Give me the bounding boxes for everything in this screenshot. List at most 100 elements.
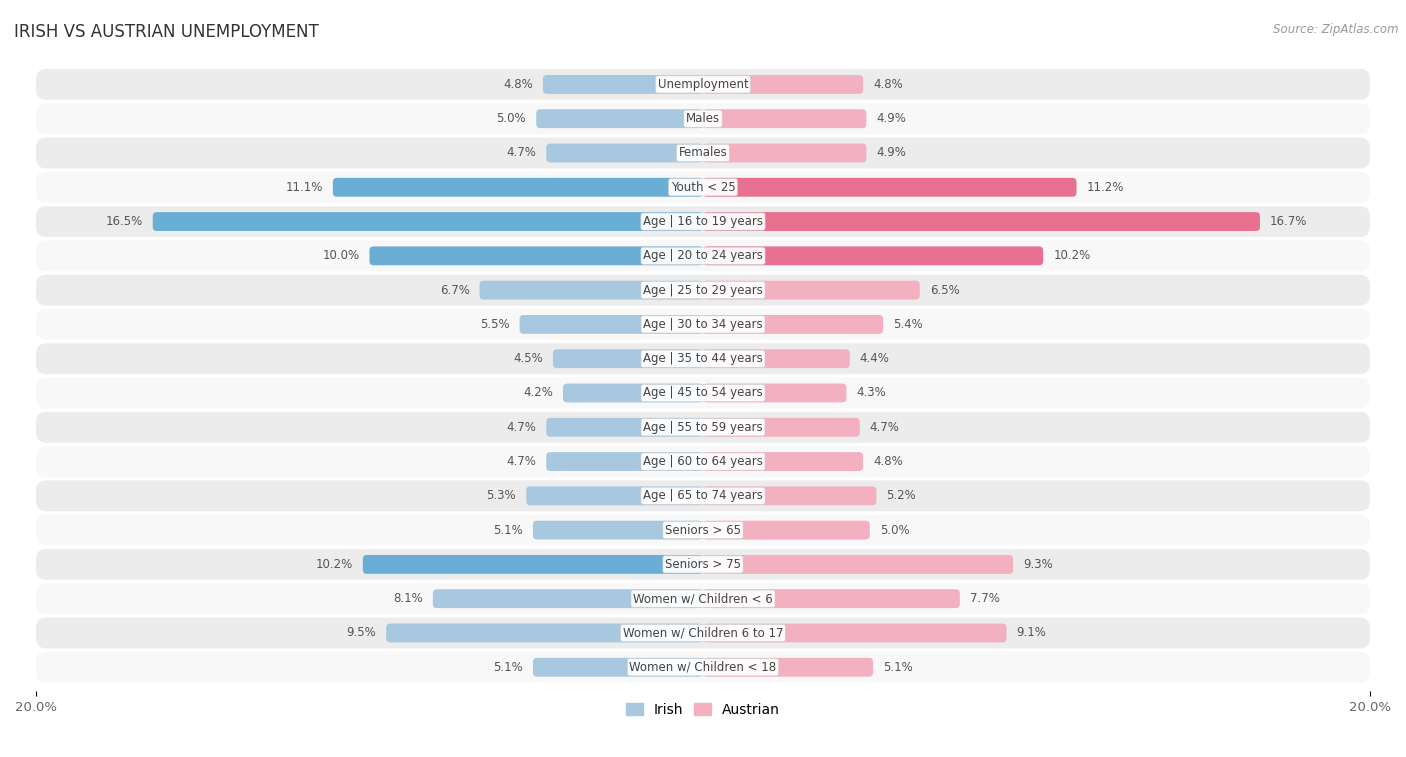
- Text: 6.7%: 6.7%: [440, 284, 470, 297]
- Text: 8.1%: 8.1%: [394, 592, 423, 605]
- Text: Age | 45 to 54 years: Age | 45 to 54 years: [643, 387, 763, 400]
- Text: 9.5%: 9.5%: [346, 627, 377, 640]
- FancyBboxPatch shape: [37, 103, 1369, 134]
- Text: 4.3%: 4.3%: [856, 387, 886, 400]
- Text: 5.0%: 5.0%: [880, 524, 910, 537]
- Text: 11.2%: 11.2%: [1087, 181, 1123, 194]
- FancyBboxPatch shape: [547, 452, 703, 471]
- FancyBboxPatch shape: [703, 658, 873, 677]
- Text: Age | 20 to 24 years: Age | 20 to 24 years: [643, 249, 763, 263]
- Text: Source: ZipAtlas.com: Source: ZipAtlas.com: [1274, 23, 1399, 36]
- FancyBboxPatch shape: [37, 515, 1369, 546]
- FancyBboxPatch shape: [703, 555, 1014, 574]
- FancyBboxPatch shape: [37, 378, 1369, 409]
- FancyBboxPatch shape: [370, 247, 703, 265]
- FancyBboxPatch shape: [37, 138, 1369, 168]
- Text: 4.7%: 4.7%: [506, 455, 536, 468]
- Text: Age | 55 to 59 years: Age | 55 to 59 years: [643, 421, 763, 434]
- FancyBboxPatch shape: [153, 212, 703, 231]
- Text: 6.5%: 6.5%: [929, 284, 959, 297]
- FancyBboxPatch shape: [37, 583, 1369, 614]
- Text: 11.1%: 11.1%: [285, 181, 323, 194]
- Text: Youth < 25: Youth < 25: [671, 181, 735, 194]
- FancyBboxPatch shape: [37, 172, 1369, 203]
- FancyBboxPatch shape: [703, 521, 870, 540]
- FancyBboxPatch shape: [703, 109, 866, 128]
- Text: 5.2%: 5.2%: [886, 489, 917, 503]
- Text: 4.9%: 4.9%: [876, 147, 907, 160]
- Text: Females: Females: [679, 147, 727, 160]
- Text: Seniors > 65: Seniors > 65: [665, 524, 741, 537]
- FancyBboxPatch shape: [526, 487, 703, 505]
- Text: Women w/ Children 6 to 17: Women w/ Children 6 to 17: [623, 627, 783, 640]
- FancyBboxPatch shape: [37, 343, 1369, 374]
- Text: 4.7%: 4.7%: [506, 421, 536, 434]
- FancyBboxPatch shape: [703, 315, 883, 334]
- FancyBboxPatch shape: [703, 384, 846, 403]
- FancyBboxPatch shape: [37, 69, 1369, 100]
- Text: 9.1%: 9.1%: [1017, 627, 1046, 640]
- FancyBboxPatch shape: [37, 241, 1369, 271]
- Text: 4.8%: 4.8%: [873, 78, 903, 91]
- Text: 16.7%: 16.7%: [1270, 215, 1308, 228]
- Text: 5.3%: 5.3%: [486, 489, 516, 503]
- Text: 16.5%: 16.5%: [105, 215, 143, 228]
- Text: Women w/ Children < 6: Women w/ Children < 6: [633, 592, 773, 605]
- Text: Males: Males: [686, 112, 720, 125]
- Text: 5.5%: 5.5%: [479, 318, 509, 331]
- FancyBboxPatch shape: [533, 521, 703, 540]
- FancyBboxPatch shape: [703, 281, 920, 300]
- FancyBboxPatch shape: [703, 624, 1007, 643]
- FancyBboxPatch shape: [333, 178, 703, 197]
- Text: 5.1%: 5.1%: [494, 661, 523, 674]
- Text: 4.4%: 4.4%: [859, 352, 890, 365]
- Text: Age | 25 to 29 years: Age | 25 to 29 years: [643, 284, 763, 297]
- FancyBboxPatch shape: [37, 309, 1369, 340]
- Text: Age | 16 to 19 years: Age | 16 to 19 years: [643, 215, 763, 228]
- FancyBboxPatch shape: [479, 281, 703, 300]
- Text: 5.1%: 5.1%: [494, 524, 523, 537]
- FancyBboxPatch shape: [536, 109, 703, 128]
- Text: 4.8%: 4.8%: [873, 455, 903, 468]
- FancyBboxPatch shape: [703, 418, 859, 437]
- FancyBboxPatch shape: [37, 481, 1369, 511]
- FancyBboxPatch shape: [703, 349, 849, 368]
- FancyBboxPatch shape: [433, 589, 703, 608]
- Text: Seniors > 75: Seniors > 75: [665, 558, 741, 571]
- Text: Age | 30 to 34 years: Age | 30 to 34 years: [643, 318, 763, 331]
- FancyBboxPatch shape: [703, 452, 863, 471]
- Text: 5.4%: 5.4%: [893, 318, 922, 331]
- FancyBboxPatch shape: [37, 206, 1369, 237]
- FancyBboxPatch shape: [562, 384, 703, 403]
- FancyBboxPatch shape: [703, 178, 1077, 197]
- FancyBboxPatch shape: [387, 624, 703, 643]
- FancyBboxPatch shape: [533, 658, 703, 677]
- Legend: Irish, Austrian: Irish, Austrian: [620, 697, 786, 722]
- FancyBboxPatch shape: [547, 144, 703, 163]
- FancyBboxPatch shape: [37, 446, 1369, 477]
- Text: 10.0%: 10.0%: [322, 249, 360, 263]
- Text: 4.5%: 4.5%: [513, 352, 543, 365]
- FancyBboxPatch shape: [703, 487, 876, 505]
- FancyBboxPatch shape: [703, 247, 1043, 265]
- FancyBboxPatch shape: [37, 412, 1369, 443]
- Text: Age | 60 to 64 years: Age | 60 to 64 years: [643, 455, 763, 468]
- Text: 5.1%: 5.1%: [883, 661, 912, 674]
- Text: Unemployment: Unemployment: [658, 78, 748, 91]
- FancyBboxPatch shape: [37, 618, 1369, 649]
- FancyBboxPatch shape: [363, 555, 703, 574]
- FancyBboxPatch shape: [553, 349, 703, 368]
- FancyBboxPatch shape: [520, 315, 703, 334]
- FancyBboxPatch shape: [703, 75, 863, 94]
- FancyBboxPatch shape: [703, 144, 866, 163]
- FancyBboxPatch shape: [547, 418, 703, 437]
- FancyBboxPatch shape: [37, 549, 1369, 580]
- Text: IRISH VS AUSTRIAN UNEMPLOYMENT: IRISH VS AUSTRIAN UNEMPLOYMENT: [14, 23, 319, 41]
- Text: 4.2%: 4.2%: [523, 387, 553, 400]
- FancyBboxPatch shape: [37, 652, 1369, 683]
- FancyBboxPatch shape: [543, 75, 703, 94]
- Text: 4.9%: 4.9%: [876, 112, 907, 125]
- Text: Age | 35 to 44 years: Age | 35 to 44 years: [643, 352, 763, 365]
- Text: 9.3%: 9.3%: [1024, 558, 1053, 571]
- Text: Women w/ Children < 18: Women w/ Children < 18: [630, 661, 776, 674]
